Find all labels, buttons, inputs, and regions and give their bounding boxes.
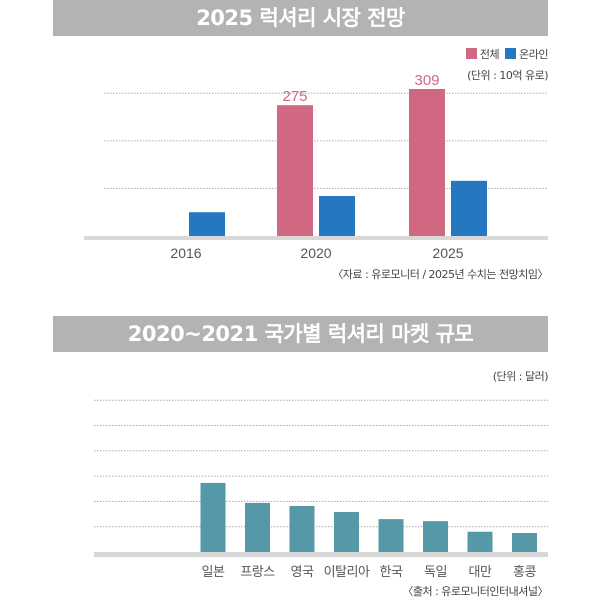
chart2-unit: (단위 : 달러)	[492, 370, 549, 383]
x-axis	[94, 552, 548, 557]
x-tick-label: 프랑스	[240, 565, 275, 580]
x-tick-label: 2025	[432, 245, 463, 261]
chart1-legend: 전체 온라인	[465, 46, 548, 62]
bar-온라인	[189, 212, 225, 236]
bar-영국	[289, 505, 315, 552]
bar-프랑스	[245, 502, 270, 552]
legend-swatch	[465, 48, 477, 59]
bar-홍콩	[512, 533, 537, 552]
data-label: 309	[414, 72, 439, 89]
bar-온라인	[451, 180, 487, 236]
x-tick-label: 독일	[424, 565, 447, 580]
chart1-title: 2025 럭셔리 시장 전망	[53, 0, 548, 36]
x-tick-label: 일본	[202, 565, 225, 580]
legend-item-total: 전체	[465, 46, 500, 62]
chart1-unit: (단위 : 10억 유로)	[467, 69, 548, 82]
legend-item-online: 온라인	[505, 46, 548, 62]
x-tick-label: 대만	[469, 565, 492, 580]
x-tick-label: 2016	[170, 245, 201, 261]
x-tick-label: 이탈리아	[324, 565, 370, 580]
legend-swatch	[505, 48, 517, 59]
bar-대만	[467, 531, 493, 552]
legend-label: 온라인	[519, 48, 548, 61]
x-tick-label: 2020	[300, 245, 331, 261]
bar-독일	[423, 521, 448, 552]
bar-일본	[200, 482, 226, 552]
x-tick-label: 영국	[291, 565, 314, 580]
chart2-title: 2020~2021 국가별 럭셔리 마켓 규모	[53, 316, 548, 352]
chart2-source: 〈출처 : 유로모니터인터내셔널〉	[402, 585, 548, 598]
x-tick-label: 홍콩	[513, 565, 536, 580]
x-tick-label: 한국	[380, 565, 403, 580]
data-label: 275	[282, 88, 307, 105]
bar-한국	[378, 519, 404, 552]
bar-온라인	[319, 196, 355, 236]
legend-label: 전체	[479, 48, 500, 61]
bar-이탈리아	[334, 512, 359, 552]
x-axis	[84, 236, 548, 240]
bar-전체	[277, 105, 313, 236]
bar-전체	[409, 89, 445, 236]
chart1-source: 〈자료 : 유로모니터 / 2025년 수치는 전망치임〉	[332, 268, 548, 281]
